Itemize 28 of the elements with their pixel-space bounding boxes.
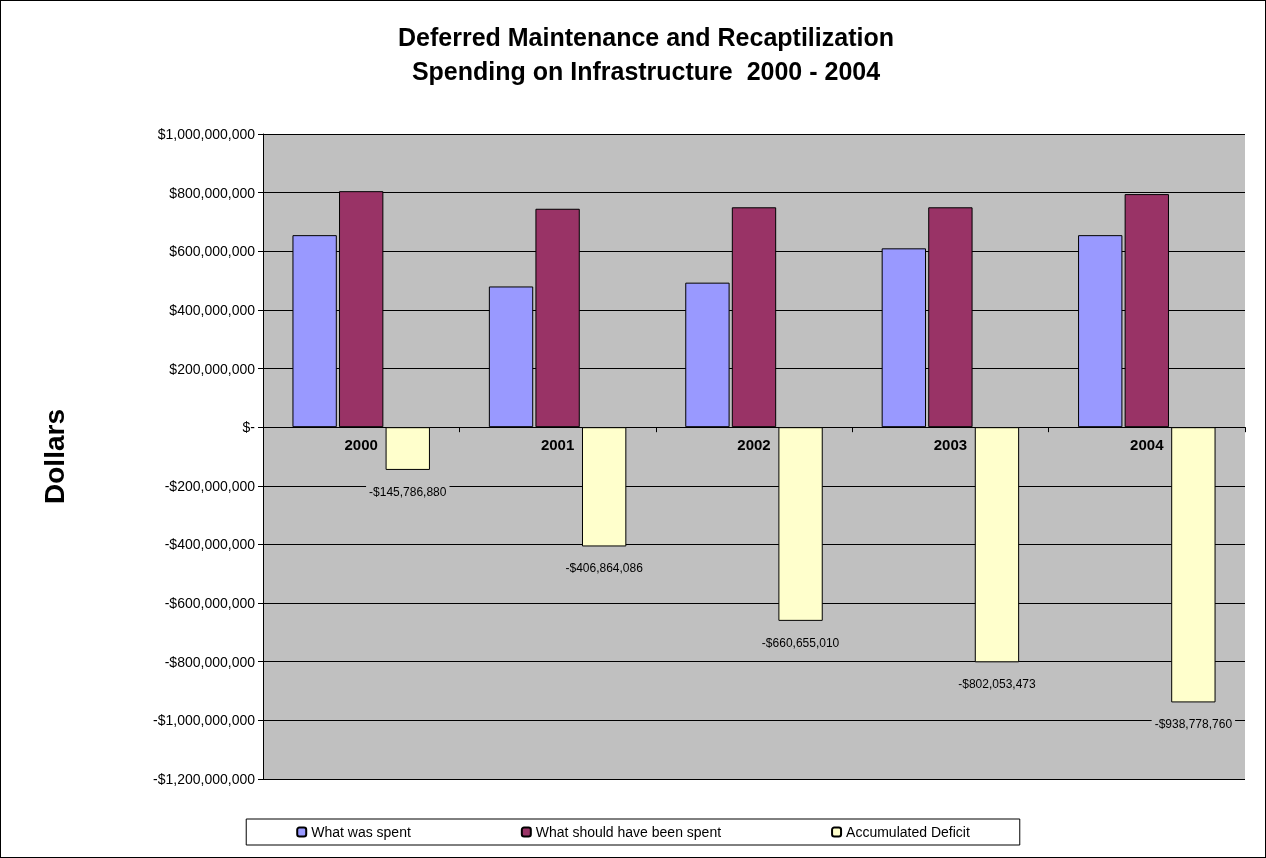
y-tick-label: -$400,000,000 [164, 536, 256, 553]
y-tick-label: $1,000,000,000 [157, 126, 256, 142]
y-tick-label: -$800,000,000 [164, 653, 256, 670]
y-tick-label: $200,000,000 [169, 360, 256, 377]
y-tick-label: $600,000,000 [169, 243, 256, 260]
data-label: -$145,786,880 [369, 484, 447, 499]
data-label: -$406,864,086 [565, 561, 644, 576]
y-tick-label: $800,000,000 [169, 184, 256, 201]
y-tick-label: -$200,000,000 [164, 477, 256, 494]
y-tick-label: -$1,000,000,000 [153, 712, 256, 729]
legend-label: What was spent [311, 824, 411, 840]
data-label: -$802,053,473 [958, 677, 1036, 692]
x-tick-label: 2000 [344, 436, 378, 454]
legend-label: What should have been spent [535, 824, 722, 840]
x-tick-label: 2003 [933, 436, 968, 454]
x-tick-label: 2004 [1130, 436, 1165, 454]
data-label: -$660,655,010 [761, 635, 840, 650]
x-tick-label: 2002 [737, 436, 771, 454]
y-tick-label: $400,000,000 [169, 301, 256, 318]
bar [385, 427, 430, 470]
y-tick-label: -$600,000,000 [164, 595, 256, 612]
y-tick-label: $- [242, 419, 256, 436]
y-tick-label: -$1,200,000,000 [153, 771, 256, 787]
y-axis-title: Dollars [38, 409, 70, 504]
chart-title: Deferred Maintenance and Recaptilization Spending on Infrastructure 2000 - 2004 [398, 23, 894, 85]
legend-label: Accumulated Deficit [846, 824, 970, 840]
data-label: -$938,778,760 [1154, 717, 1233, 732]
x-tick-label: 2001 [540, 436, 575, 454]
